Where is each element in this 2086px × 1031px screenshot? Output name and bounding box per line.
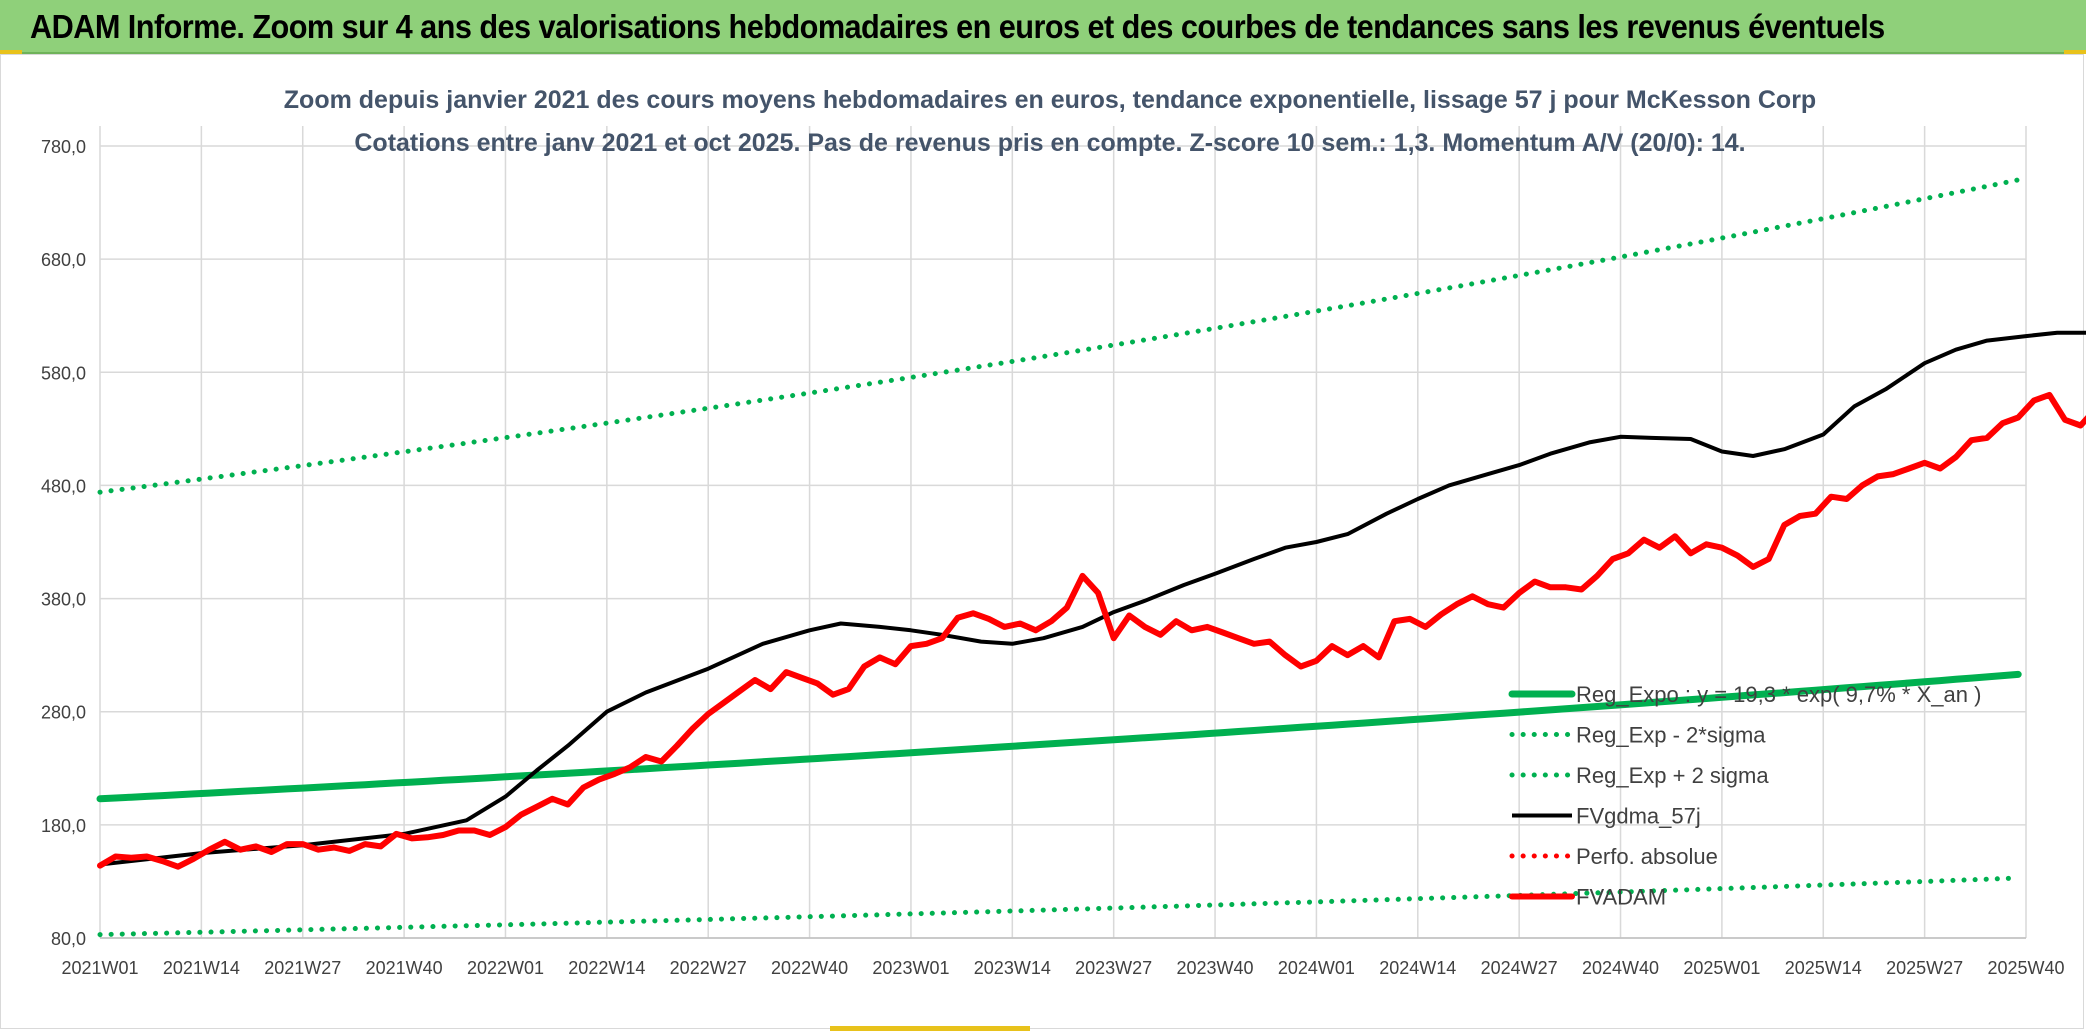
- x-tick-label: 2025W01: [1683, 958, 1760, 978]
- x-tick-label: 2021W40: [366, 958, 443, 978]
- chart-subtitle: Cotations entre janv 2021 et oct 2025. P…: [354, 129, 1745, 157]
- report-banner: ADAM Informe. Zoom sur 4 ans des valoris…: [0, 0, 2086, 54]
- chart-frame: [0, 54, 2084, 1029]
- x-tick-label: 2024W14: [1379, 958, 1456, 978]
- series-line-4: [97, 391, 2086, 870]
- x-tick-label: 2021W27: [264, 958, 341, 978]
- legend-label: Reg_Exp - 2*sigma: [1576, 723, 1766, 748]
- chart-series: [96, 177, 2086, 938]
- y-tick-label: 780,0: [41, 137, 86, 157]
- x-tick-label: 2023W01: [872, 958, 949, 978]
- y-tick-label: 180,0: [41, 816, 86, 836]
- x-tick-label: 2024W27: [1481, 958, 1558, 978]
- series-line-3: [99, 330, 2086, 867]
- x-axis-ticks: 2021W01 2021W14 2021W27 2021W40 2022W01 2022W…: [61, 958, 2064, 978]
- y-tick-label: 580,0: [41, 363, 86, 383]
- y-axis-ticks: 80,0 180,0 280,0 380,0 480,0 580,0 680,0 780,0: [41, 137, 86, 949]
- x-tick-label: 2022W27: [670, 958, 747, 978]
- x-tick-label: 2021W01: [61, 958, 138, 978]
- legend-label: Reg_Exp + 2 sigma: [1576, 763, 1769, 788]
- x-tick-label: 2025W40: [1987, 958, 2064, 978]
- bottom-accent: [830, 1026, 1030, 1031]
- y-tick-label: 280,0: [41, 703, 86, 723]
- x-tick-label: 2024W01: [1278, 958, 1355, 978]
- x-tick-label: 2023W14: [974, 958, 1051, 978]
- chart-legend: Reg_Expo : y = 19,3 * exp( 9,7% * X_an )…: [1508, 682, 1981, 910]
- chart-grid: [99, 126, 2027, 939]
- series-line-2: [97, 177, 2021, 495]
- banner-title: ADAM Informe. Zoom sur 4 ans des valoris…: [30, 8, 1885, 45]
- x-tick-label: 2025W27: [1886, 958, 1963, 978]
- legend-label: FVADAM: [1576, 885, 1666, 910]
- x-tick-label: 2022W01: [467, 958, 544, 978]
- x-tick-label: 2021W14: [163, 958, 240, 978]
- x-tick-label: 2022W40: [771, 958, 848, 978]
- legend-label: Reg_Expo : y = 19,3 * exp( 9,7% * X_an ): [1576, 682, 1981, 707]
- x-tick-label: 2023W40: [1177, 958, 1254, 978]
- chart-title: Zoom depuis janvier 2021 des cours moyen…: [284, 86, 1816, 114]
- x-tick-label: 2023W27: [1075, 958, 1152, 978]
- series-line-1: [97, 875, 2021, 938]
- legend-label: Perfo. absolue: [1576, 844, 1718, 869]
- y-tick-label: 480,0: [41, 476, 86, 496]
- y-tick-label: 680,0: [41, 250, 86, 270]
- x-tick-label: 2025W14: [1785, 958, 1862, 978]
- x-tick-label: 2022W14: [568, 958, 645, 978]
- y-tick-label: 80,0: [51, 929, 86, 949]
- banner-accent-left: [0, 50, 22, 54]
- series-line-0: [96, 670, 2022, 803]
- legend-label: FVgdma_57j: [1576, 804, 1701, 829]
- banner-accent-right: [2064, 50, 2086, 54]
- y-tick-label: 380,0: [41, 590, 86, 610]
- x-tick-label: 2024W40: [1582, 958, 1659, 978]
